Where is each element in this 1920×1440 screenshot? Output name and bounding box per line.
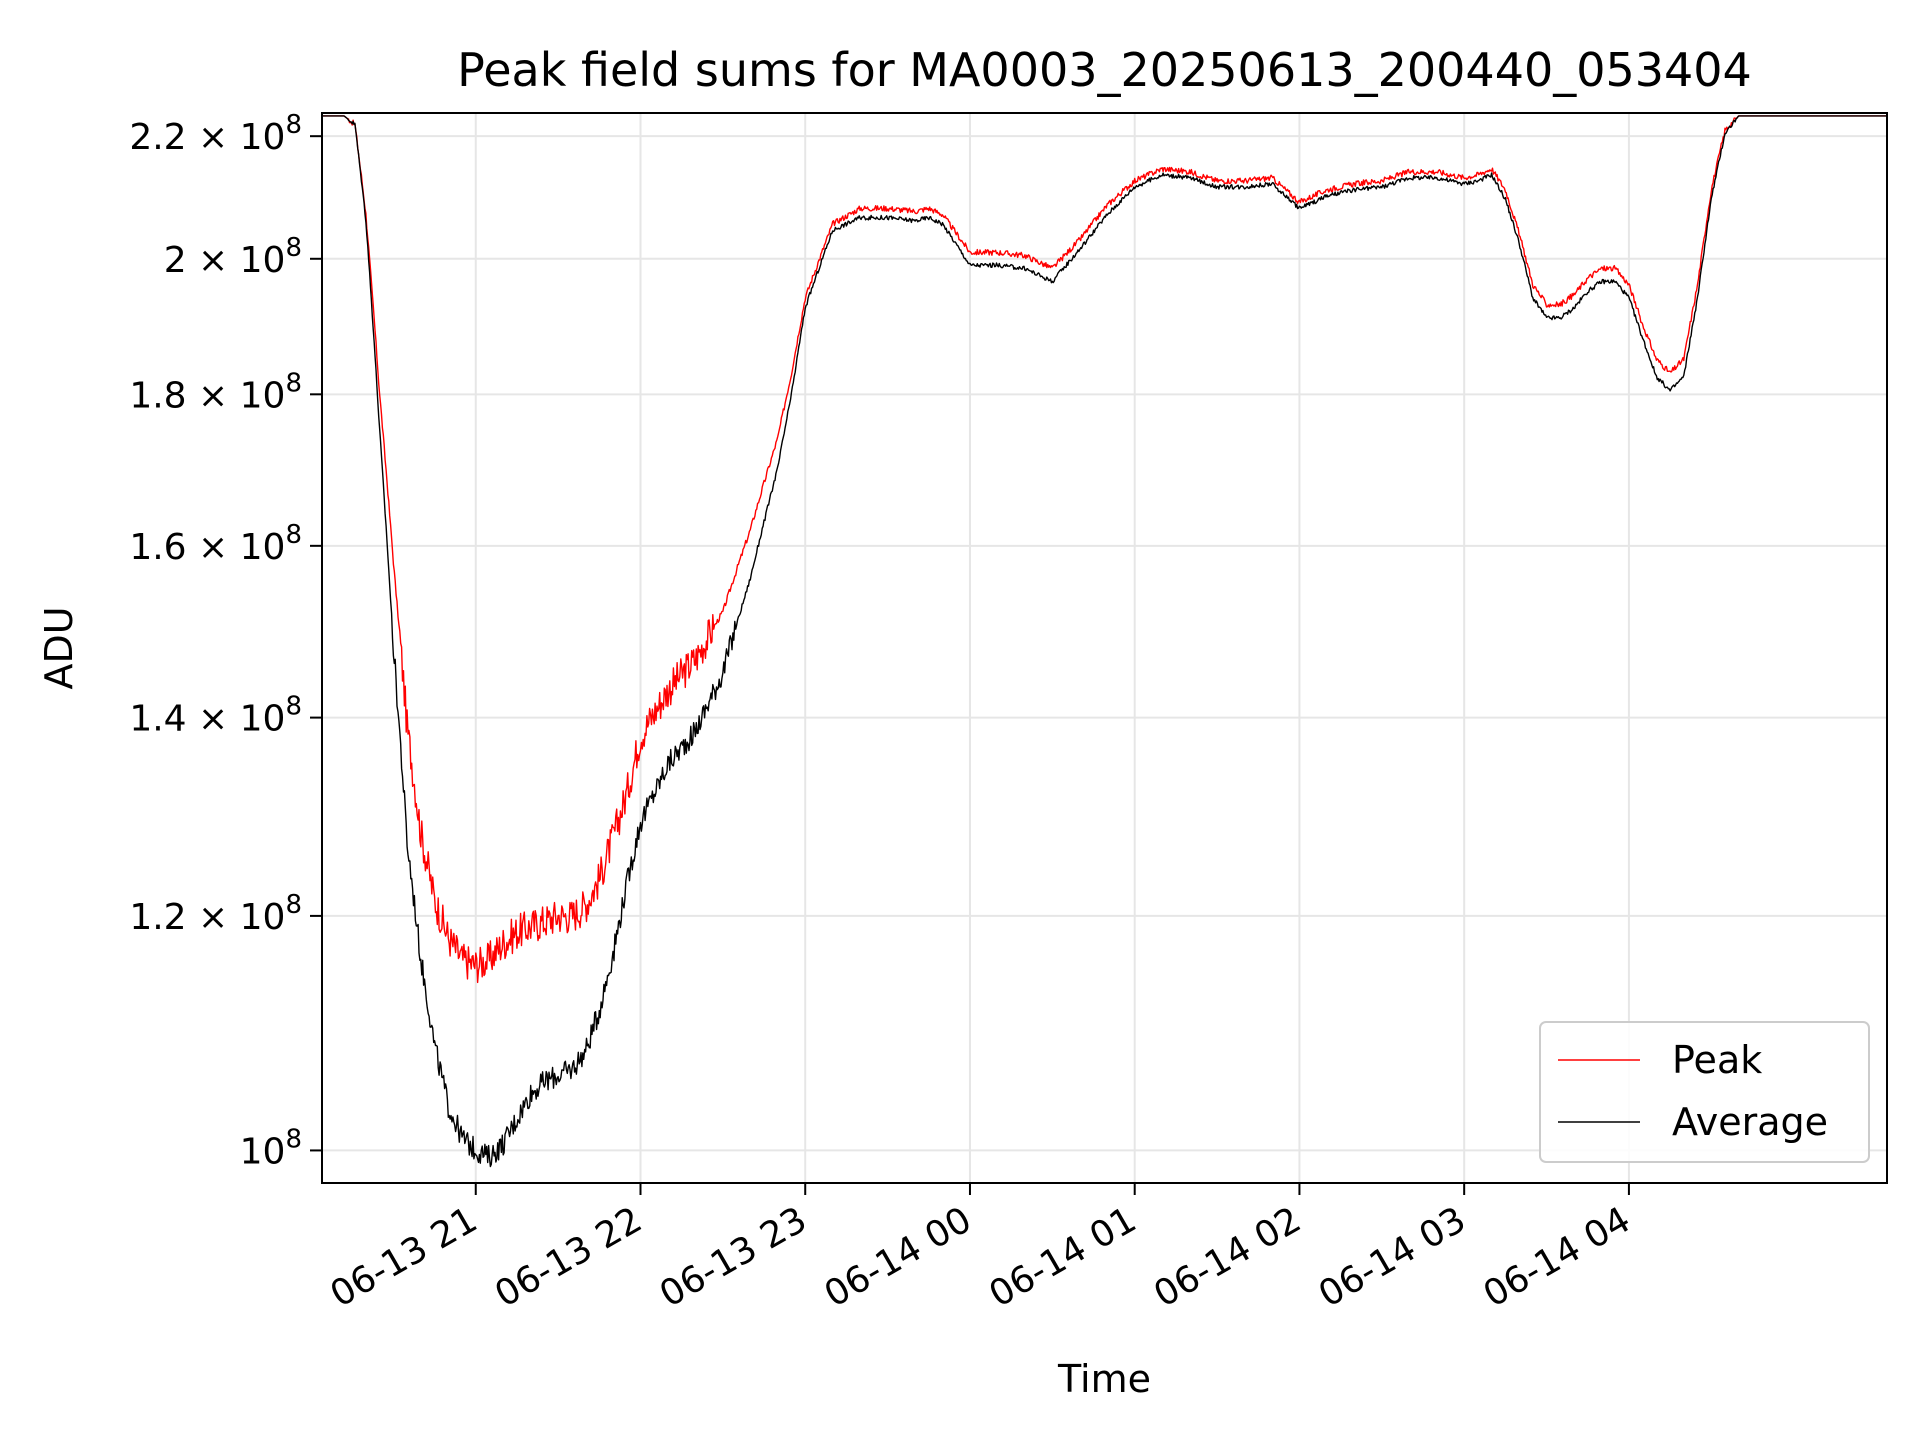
y-tick-label: 1.8 × 108 xyxy=(129,368,302,416)
series-layer xyxy=(322,115,1887,1168)
y-tick-label: 1.2 × 108 xyxy=(129,890,302,938)
y-axis: 108 1.2 × 108 1.4 × 108 1.6 × 108 1.8 × 108 2… xyxy=(129,110,322,1172)
series-line-peak xyxy=(322,115,1887,984)
plot-frame xyxy=(321,112,1888,1184)
chart-title: Peak field sums for MA0003_20250613_2004… xyxy=(457,43,1752,97)
y-tick-label: 108 xyxy=(240,1124,302,1172)
legend: Peak Average xyxy=(1539,1021,1870,1163)
legend-label-average: Average xyxy=(1672,1100,1828,1144)
grid xyxy=(322,113,1887,1183)
y-tick-label: 2.2 × 108 xyxy=(129,110,302,158)
y-tick-label: 2 × 108 xyxy=(164,233,302,281)
legend-box xyxy=(1539,1021,1870,1163)
series-line-average xyxy=(322,115,1887,1168)
y-axis-label: ADU xyxy=(37,606,81,689)
y-tick-label: 1.6 × 108 xyxy=(129,520,302,568)
x-axis-label: Time xyxy=(1057,1357,1151,1401)
y-tick-label: 1.4 × 108 xyxy=(129,692,302,740)
legend-label-peak: Peak xyxy=(1672,1038,1762,1082)
